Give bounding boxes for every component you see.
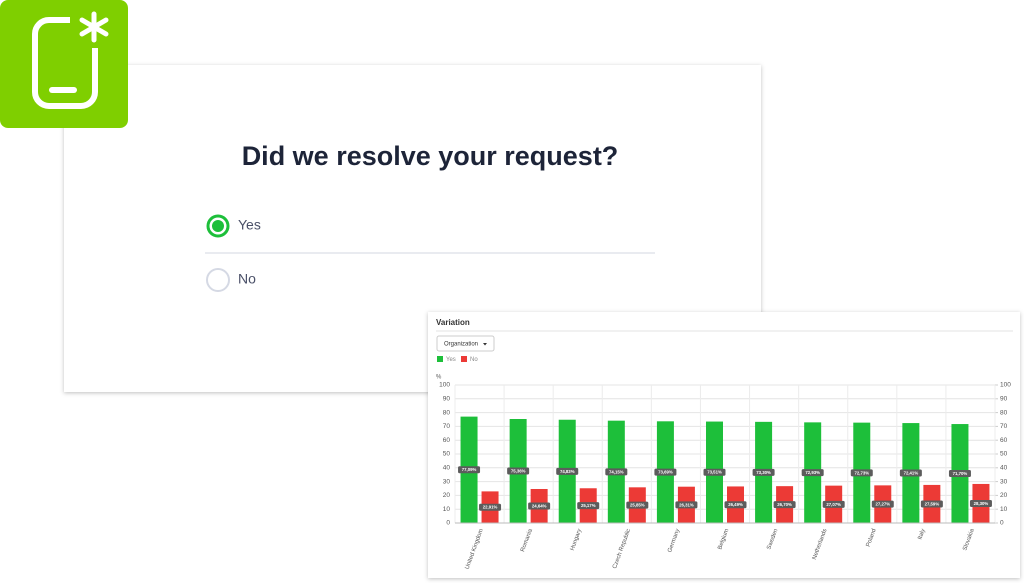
- legend-swatch: [437, 356, 443, 362]
- y2-tick-label: 20: [1000, 492, 1008, 499]
- value-label-bg: [773, 501, 796, 509]
- option-label: Yes: [238, 217, 261, 233]
- value-label-bg: [703, 468, 726, 476]
- value-label-bg: [801, 469, 824, 477]
- value-label-bg: [850, 469, 873, 477]
- dropdown[interactable]: [436, 335, 495, 352]
- y-tick-label: 50: [443, 451, 451, 458]
- value-label: 77,09%: [462, 467, 477, 472]
- value-label-bg: [605, 468, 628, 476]
- y-tick-label: 40: [443, 465, 451, 472]
- value-label: 72,41%: [904, 470, 919, 475]
- y2-tick-label: 90: [1000, 396, 1008, 403]
- option-label: No: [238, 271, 256, 287]
- y-tick-label: 100: [439, 382, 450, 389]
- value-label: 73,69%: [658, 470, 673, 475]
- logo-phone: [32, 17, 98, 109]
- value-label: 26,31%: [679, 502, 694, 507]
- value-label-bg: [724, 501, 747, 509]
- radio[interactable]: [206, 268, 230, 292]
- dropdown-label: Organization: [444, 342, 478, 348]
- y-tick-label: 80: [443, 409, 451, 416]
- value-label: 26,70%: [777, 502, 792, 507]
- question: Did we resolve your request?: [242, 141, 619, 171]
- y-tick-label: 70: [443, 423, 451, 430]
- y-tick-label: 20: [443, 492, 451, 499]
- value-label: 25,85%: [630, 503, 645, 508]
- value-label-bg: [556, 467, 579, 475]
- y-tick-label: 90: [443, 396, 451, 403]
- y2-tick-label: 100: [1000, 382, 1011, 389]
- logo-asterisk: [79, 11, 109, 43]
- y2-tick-label: 40: [1000, 465, 1008, 472]
- value-label: 74,83%: [560, 469, 575, 474]
- value-label-bg: [479, 503, 502, 511]
- legend-label: No: [470, 357, 478, 363]
- value-label-bg: [969, 499, 992, 507]
- y2-tick-label: 10: [1000, 506, 1008, 513]
- value-label-bg: [675, 501, 698, 509]
- y-tick-label: 60: [443, 437, 451, 444]
- value-label: 22,91%: [483, 505, 498, 510]
- value-label: 72,93%: [805, 470, 820, 475]
- legend-label: Yes: [446, 357, 456, 363]
- value-label: 74,15%: [609, 469, 624, 474]
- value-label-bg: [654, 468, 677, 476]
- value-label-bg: [528, 502, 551, 510]
- value-label-bg: [948, 470, 971, 478]
- y2-tick-label: 30: [1000, 478, 1008, 485]
- value-label-bg: [822, 500, 845, 508]
- chart-card: [428, 312, 1020, 578]
- value-label: 26,49%: [728, 502, 743, 507]
- value-label-bg: [899, 469, 922, 477]
- value-label: 73,30%: [756, 470, 771, 475]
- value-label-bg: [577, 502, 600, 510]
- value-label: 27,07%: [826, 502, 841, 507]
- value-label: 72,73%: [854, 470, 869, 475]
- y2-tick-label: 60: [1000, 437, 1008, 444]
- y-axis-label: %: [436, 375, 442, 381]
- y2-tick-label: 0: [1000, 520, 1004, 527]
- value-label: 24,64%: [532, 503, 547, 508]
- value-label-bg: [752, 468, 775, 476]
- legend-swatch: [461, 356, 467, 362]
- value-label: 75,36%: [511, 468, 526, 473]
- y2-tick-label: 80: [1000, 409, 1008, 416]
- value-label-bg: [507, 467, 530, 475]
- y-tick-label: 10: [443, 506, 451, 513]
- value-label: 27,59%: [925, 501, 940, 506]
- radio-dot: [212, 220, 224, 232]
- y-tick-label: 30: [443, 478, 451, 485]
- value-label: 27,27%: [875, 502, 890, 507]
- value-label: 73,51%: [707, 470, 722, 475]
- dropdown-caret: [483, 343, 487, 346]
- y2-tick-label: 70: [1000, 423, 1008, 430]
- value-label-bg: [920, 500, 943, 508]
- x-tick-label: Italy: [917, 528, 926, 540]
- y2-tick-label: 50: [1000, 451, 1008, 458]
- value-label-bg: [458, 466, 481, 474]
- value-label: 28,30%: [974, 501, 989, 506]
- value-label: 25,17%: [581, 503, 596, 508]
- value-label: 71,70%: [953, 471, 968, 476]
- y-tick-label: 0: [446, 520, 450, 527]
- panel-title: Variation: [436, 318, 470, 327]
- value-label-bg: [626, 501, 649, 509]
- value-label-bg: [871, 500, 894, 508]
